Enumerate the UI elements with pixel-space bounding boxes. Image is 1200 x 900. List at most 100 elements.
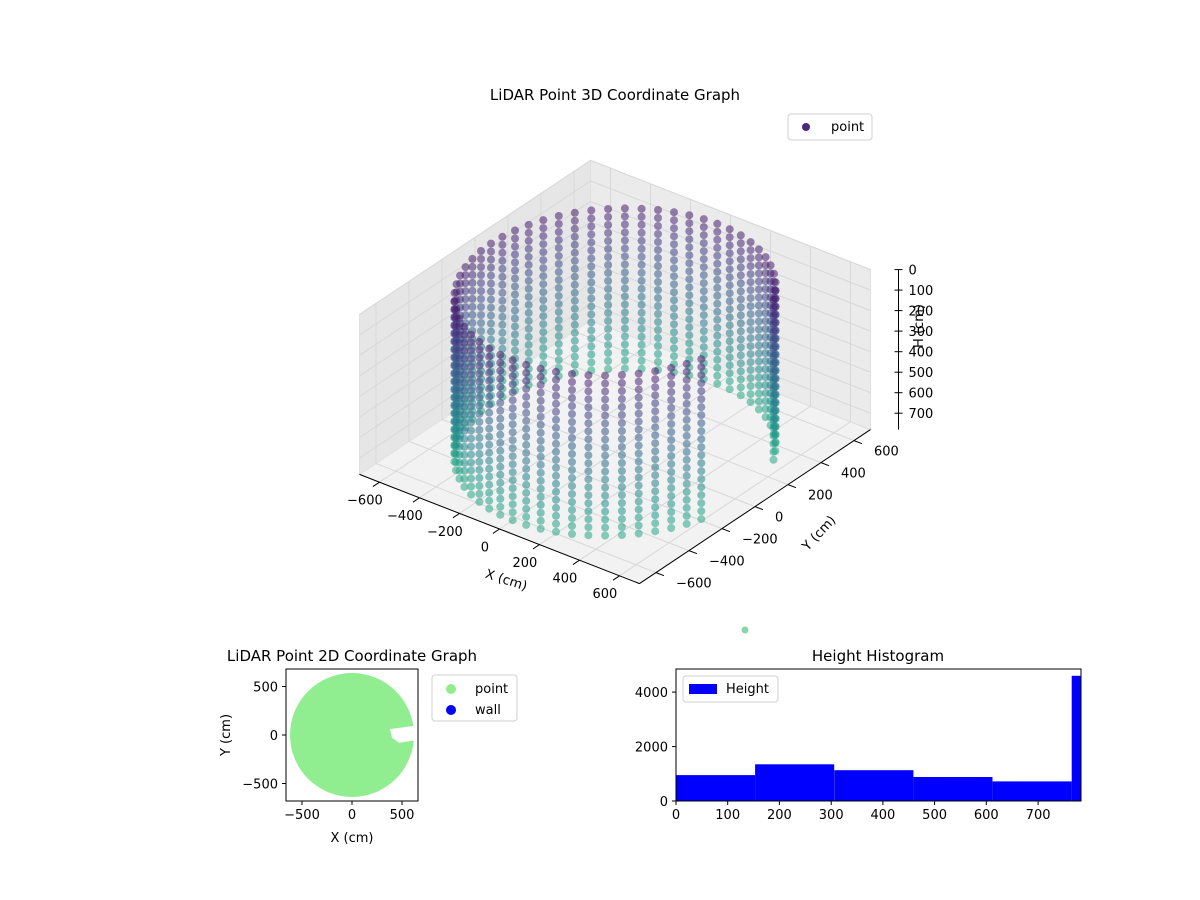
x-tick-label: 200 bbox=[512, 556, 537, 571]
legend-swatch-height bbox=[689, 684, 717, 694]
data-point bbox=[736, 279, 745, 288]
data-point bbox=[736, 303, 745, 312]
data-point bbox=[496, 374, 505, 383]
histogram-ticks: 0 100 200 300 400 500 600 700 0 2000 4000 bbox=[635, 686, 1051, 823]
data-point bbox=[736, 255, 745, 264]
data-point bbox=[667, 436, 676, 444]
data-point bbox=[511, 282, 519, 291]
data-point bbox=[539, 296, 548, 305]
data-point bbox=[584, 379, 593, 388]
data-point bbox=[485, 488, 494, 497]
y-tick bbox=[688, 550, 698, 555]
data-point bbox=[587, 222, 596, 231]
data-point bbox=[475, 441, 484, 450]
data-point bbox=[587, 286, 596, 295]
data-point bbox=[604, 341, 613, 349]
data-point bbox=[617, 435, 626, 443]
data-point bbox=[725, 281, 734, 290]
data-point bbox=[460, 442, 469, 451]
data-point bbox=[697, 371, 706, 380]
data-point bbox=[508, 492, 517, 501]
data-point bbox=[685, 275, 694, 284]
data-point bbox=[524, 268, 533, 277]
data-point bbox=[620, 268, 629, 277]
data-point bbox=[522, 408, 531, 417]
data-point bbox=[460, 426, 469, 435]
data-point bbox=[467, 458, 476, 467]
data-point bbox=[568, 450, 576, 458]
data-point bbox=[552, 471, 560, 480]
y-tick bbox=[721, 528, 731, 533]
data-point bbox=[570, 248, 579, 257]
data-point bbox=[522, 424, 531, 433]
x-axis-line bbox=[359, 473, 640, 585]
data-point bbox=[539, 352, 548, 361]
data-point bbox=[651, 439, 660, 448]
data-point bbox=[601, 435, 610, 444]
data-point bbox=[685, 227, 694, 236]
data-point bbox=[587, 214, 596, 223]
data-point bbox=[568, 522, 576, 530]
data-point bbox=[508, 516, 517, 525]
data-point bbox=[539, 216, 548, 225]
data-point bbox=[682, 375, 691, 384]
data-point bbox=[746, 246, 755, 255]
data-point bbox=[496, 430, 505, 439]
data-point bbox=[634, 393, 643, 402]
data-point bbox=[554, 308, 563, 316]
x-tick-label: 500 bbox=[390, 808, 415, 823]
data-point bbox=[699, 319, 708, 328]
data-point bbox=[725, 369, 734, 378]
data-point bbox=[485, 352, 494, 361]
data-point bbox=[604, 213, 613, 221]
histogram-legend-box bbox=[682, 675, 779, 703]
data-point bbox=[725, 361, 734, 370]
data-point bbox=[554, 228, 563, 236]
data-point bbox=[452, 306, 460, 315]
data-point bbox=[552, 527, 560, 536]
data-point bbox=[670, 328, 678, 337]
data-point bbox=[746, 262, 755, 271]
data-point bbox=[754, 397, 763, 406]
data-point bbox=[637, 244, 646, 253]
data-point bbox=[475, 425, 484, 434]
data-point bbox=[522, 504, 531, 513]
data-point bbox=[552, 463, 560, 472]
data-point bbox=[651, 455, 660, 464]
data-point bbox=[460, 362, 469, 371]
data-point bbox=[467, 482, 476, 491]
data-point bbox=[568, 474, 576, 482]
data-point bbox=[584, 507, 593, 516]
data-point bbox=[637, 236, 646, 245]
data-point bbox=[496, 470, 505, 479]
data-point bbox=[604, 309, 613, 317]
data-point bbox=[468, 318, 477, 327]
data-point bbox=[713, 379, 722, 388]
data-point bbox=[670, 216, 678, 225]
data-point bbox=[604, 237, 613, 245]
data-point bbox=[725, 337, 734, 346]
data-point bbox=[467, 466, 476, 475]
data-point bbox=[539, 344, 548, 353]
data-point bbox=[697, 451, 706, 460]
data-point bbox=[654, 270, 662, 278]
data-point bbox=[587, 278, 596, 287]
data-point bbox=[587, 342, 596, 351]
data-point bbox=[634, 409, 643, 418]
data-point bbox=[498, 232, 507, 241]
data-point bbox=[699, 231, 708, 240]
data-point bbox=[651, 431, 660, 440]
data-point bbox=[452, 280, 461, 289]
data-point bbox=[682, 495, 691, 504]
data-point bbox=[475, 385, 484, 394]
data-point bbox=[699, 327, 708, 336]
data-point bbox=[554, 236, 563, 244]
data-point bbox=[736, 319, 745, 328]
data-point bbox=[460, 322, 469, 331]
data-point bbox=[587, 262, 596, 271]
data-point bbox=[769, 391, 778, 400]
data-point bbox=[568, 370, 576, 378]
histogram-bar bbox=[1071, 675, 1081, 801]
data-point bbox=[697, 475, 706, 484]
data-point bbox=[568, 530, 576, 538]
